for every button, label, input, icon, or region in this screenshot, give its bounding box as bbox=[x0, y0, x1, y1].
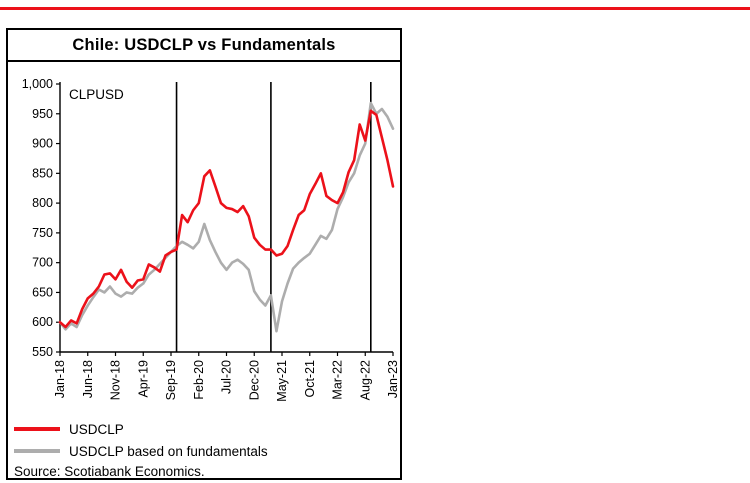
chart-title: Chile: USDCLP vs Fundamentals bbox=[8, 30, 400, 62]
chart-panel: Chile: USDCLP vs Fundamentals 550 600 650 7… bbox=[6, 28, 402, 480]
svg-text:700: 700 bbox=[32, 256, 53, 270]
svg-text:Jul-20: Jul-20 bbox=[220, 360, 234, 394]
svg-text:950: 950 bbox=[32, 107, 53, 121]
svg-text:Jan-18: Jan-18 bbox=[53, 360, 67, 398]
legend-item-usdclp: USDCLP bbox=[14, 418, 400, 440]
svg-text:650: 650 bbox=[32, 285, 53, 299]
svg-text:600: 600 bbox=[32, 315, 53, 329]
svg-text:Mar-22: Mar-22 bbox=[331, 360, 345, 400]
svg-text:900: 900 bbox=[32, 137, 53, 151]
svg-text:550: 550 bbox=[32, 345, 53, 359]
svg-text:Apr-19: Apr-19 bbox=[136, 360, 150, 398]
svg-text:750: 750 bbox=[32, 226, 53, 240]
legend-item-fundamentals: USDCLP based on fundamentals bbox=[14, 440, 400, 462]
usdclp-line-swatch-icon bbox=[14, 427, 60, 431]
fundamentals-line-swatch-icon bbox=[14, 449, 60, 453]
legend-label-usdclp: USDCLP bbox=[69, 421, 124, 437]
svg-text:800: 800 bbox=[32, 196, 53, 210]
svg-text:CLPUSD: CLPUSD bbox=[69, 87, 124, 102]
svg-text:850: 850 bbox=[32, 166, 53, 180]
svg-text:Sep-19: Sep-19 bbox=[164, 360, 178, 400]
chart-legend: USDCLP USDCLP based on fundamentals bbox=[8, 418, 400, 462]
legend-label-fundamentals: USDCLP based on fundamentals bbox=[69, 443, 268, 459]
top-accent-bar bbox=[0, 7, 750, 10]
chart-canvas: 550 600 650 700 750 800 850 900 950 1,000 Jan-18 Ju… bbox=[22, 77, 400, 402]
svg-text:1,000: 1,000 bbox=[22, 77, 53, 91]
source-note: Source: Scotiabank Economics. bbox=[14, 464, 205, 479]
svg-text:Oct-21: Oct-21 bbox=[303, 360, 317, 398]
svg-text:Jan-23: Jan-23 bbox=[386, 360, 400, 398]
svg-text:Dec-20: Dec-20 bbox=[247, 360, 261, 400]
svg-text:Jun-18: Jun-18 bbox=[81, 360, 95, 398]
svg-text:Nov-18: Nov-18 bbox=[109, 360, 123, 400]
svg-text:May-21: May-21 bbox=[275, 360, 289, 402]
svg-text:Feb-20: Feb-20 bbox=[192, 360, 206, 400]
svg-text:Aug-22: Aug-22 bbox=[358, 360, 372, 400]
